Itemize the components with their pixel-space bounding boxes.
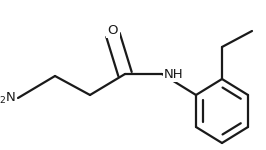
Text: H$_2$N: H$_2$N xyxy=(0,90,16,106)
Text: O: O xyxy=(108,24,118,37)
Text: NH: NH xyxy=(164,68,184,81)
